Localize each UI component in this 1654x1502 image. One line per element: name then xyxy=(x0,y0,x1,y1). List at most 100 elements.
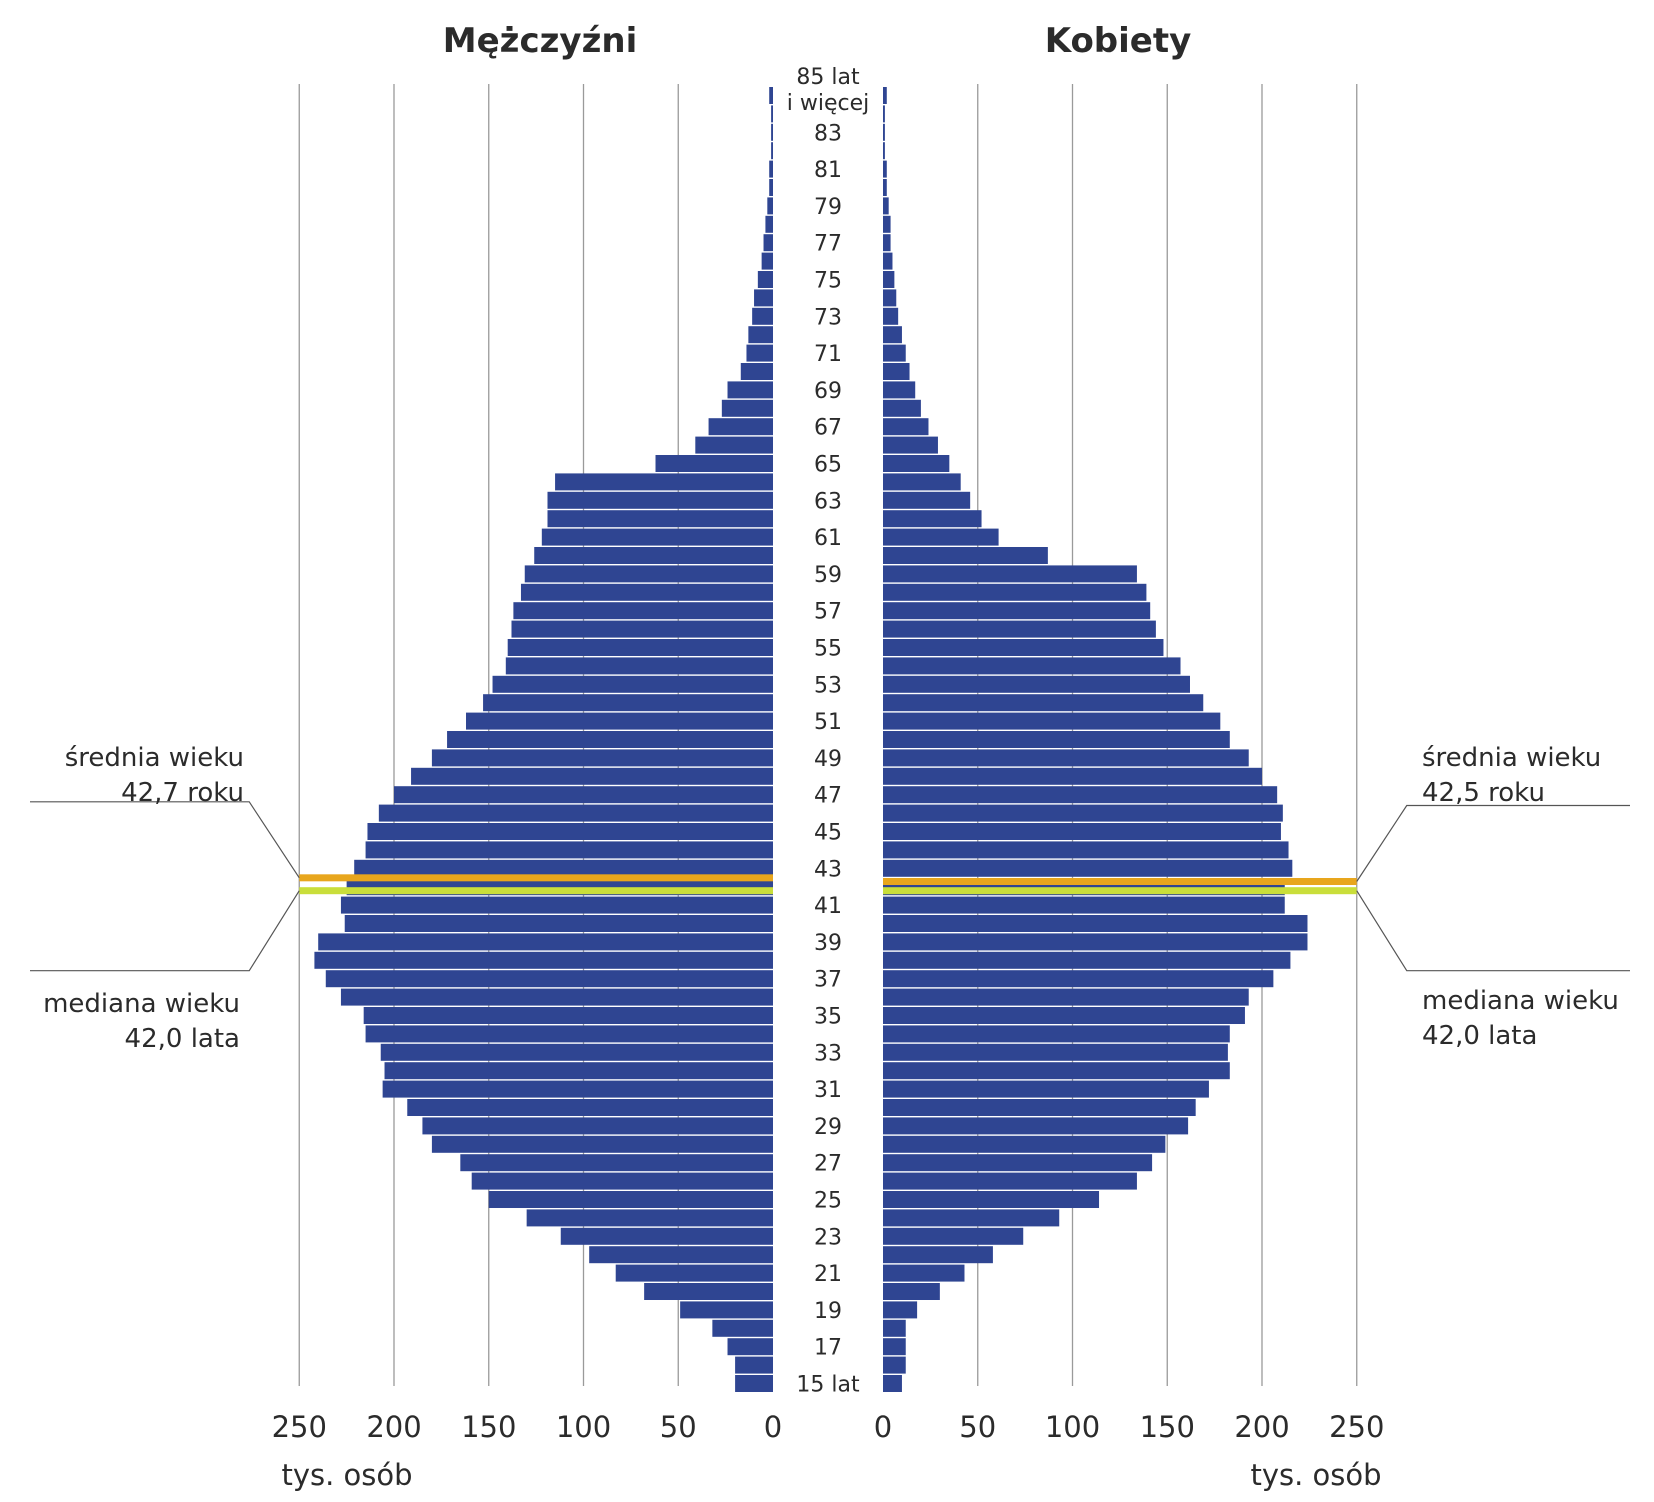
age-label: 29 xyxy=(814,1115,842,1140)
age-label: 17 xyxy=(814,1336,842,1361)
age-label: 47 xyxy=(814,784,842,809)
unit-label-left: tys. osób xyxy=(281,1458,412,1492)
bar-men-age-17 xyxy=(727,1338,773,1356)
bar-women-age-77 xyxy=(883,234,891,252)
bar-men-age-39 xyxy=(318,933,773,951)
bar-men-age-53 xyxy=(492,675,773,693)
bar-women-age-31 xyxy=(883,1080,1209,1098)
age-label: 37 xyxy=(814,968,842,993)
median-label-right-line1: mediana wieku xyxy=(1422,986,1619,1016)
bar-men-age-81 xyxy=(769,160,773,178)
mean-median-markers xyxy=(30,801,1630,972)
bar-men-age-23 xyxy=(560,1227,773,1245)
bar-men-age-49 xyxy=(431,749,773,767)
mean-label-right-line1: średnia wieku xyxy=(1422,743,1601,773)
bar-men-age-71 xyxy=(746,344,773,362)
age-label: 67 xyxy=(814,416,842,441)
bar-women-age-61 xyxy=(883,528,999,546)
age-label: 71 xyxy=(814,342,842,367)
bar-women-age-64 xyxy=(883,473,961,491)
bar-women-age-56 xyxy=(883,620,1156,638)
bar-men-age-61 xyxy=(541,528,773,546)
age-label: 35 xyxy=(814,1005,842,1030)
median-label-right-line2: 42,0 lata xyxy=(1422,1021,1537,1051)
median-line-left xyxy=(299,887,773,895)
bar-women-age-62 xyxy=(883,510,982,528)
bar-men-age-45 xyxy=(367,823,773,840)
bar-women-age-65 xyxy=(883,455,950,472)
bar-men-age-85 xyxy=(769,87,773,104)
age-label: 69 xyxy=(814,379,842,404)
age-label: 31 xyxy=(814,1078,842,1103)
median-leader-right xyxy=(1356,890,1630,972)
bar-women-age-28 xyxy=(883,1135,1166,1153)
age-label: 63 xyxy=(814,489,842,514)
bar-men-age-62 xyxy=(547,510,773,528)
bar-women-age-76 xyxy=(883,252,893,270)
bar-men-age-60 xyxy=(534,547,773,564)
age-label: 25 xyxy=(814,1189,842,1214)
bar-women-age-32 xyxy=(883,1062,1230,1080)
x-axis-ticks: 250 200 150 100 50 0 0 50 100 150 200 250 xyxy=(272,1410,1385,1444)
bar-men-age-33 xyxy=(380,1043,773,1061)
bar-men-age-35 xyxy=(363,1007,773,1024)
bar-women-age-30 xyxy=(883,1099,1196,1116)
bar-women-age-26 xyxy=(883,1172,1137,1190)
bar-women-age-60 xyxy=(883,547,1048,564)
bar-women-age-78 xyxy=(883,215,891,233)
bar-women-age-23 xyxy=(883,1227,1024,1245)
median-label-left-line2: 42,0 lata xyxy=(125,1024,240,1054)
female-bars xyxy=(883,87,1308,1392)
bar-men-age-51 xyxy=(466,712,773,730)
age-label: 81 xyxy=(814,158,842,183)
bar-women-age-52 xyxy=(883,694,1204,712)
bar-women-age-40 xyxy=(883,915,1308,932)
mean-label-left-line1: średnia wieku xyxy=(65,743,244,773)
median-leader-left xyxy=(30,890,300,972)
age-label: 23 xyxy=(814,1225,842,1250)
bar-women-age-41 xyxy=(883,896,1285,914)
bar-men-age-56 xyxy=(511,620,773,638)
bar-men-age-29 xyxy=(422,1117,773,1135)
bar-women-age-44 xyxy=(883,841,1289,859)
bar-women-age-59 xyxy=(883,565,1137,583)
tick-label-left: 250 xyxy=(272,1410,327,1444)
age-label: 61 xyxy=(814,526,842,551)
age-label: 77 xyxy=(814,232,842,257)
bar-women-age-81 xyxy=(883,160,887,178)
age-label: 41 xyxy=(814,894,842,919)
tick-label-right: 250 xyxy=(1329,1410,1384,1444)
title-men: Mężczyźni xyxy=(443,21,637,61)
age-label: 33 xyxy=(814,1041,842,1066)
bar-men-age-20 xyxy=(644,1283,773,1300)
age-label: 51 xyxy=(814,710,842,735)
bar-women-age-25 xyxy=(883,1191,1100,1208)
median-line-right xyxy=(883,887,1357,895)
bar-women-age-50 xyxy=(883,731,1230,748)
age-label: 49 xyxy=(814,747,842,772)
bar-men-age-43 xyxy=(354,859,773,877)
bar-men-age-52 xyxy=(483,694,773,712)
bar-men-age-66 xyxy=(695,436,773,454)
bar-women-age-55 xyxy=(883,639,1164,656)
bar-men-age-67 xyxy=(708,418,773,436)
age-label: 83 xyxy=(814,121,842,146)
age-label: 15 lat xyxy=(796,1373,860,1398)
bar-men-age-46 xyxy=(378,804,773,822)
bar-women-age-58 xyxy=(883,583,1147,601)
bar-men-age-73 xyxy=(752,307,773,325)
bar-men-age-27 xyxy=(460,1154,773,1172)
bar-men-age-57 xyxy=(513,602,773,620)
age-label: 59 xyxy=(814,563,842,588)
bar-women-age-45 xyxy=(883,823,1281,840)
median-label-left-line1: mediana wieku xyxy=(43,989,240,1019)
bar-men-age-31 xyxy=(382,1080,773,1098)
bar-men-age-34 xyxy=(365,1025,773,1043)
age-label: 19 xyxy=(814,1299,842,1324)
bar-men-age-16 xyxy=(735,1356,773,1374)
tick-label-left: 200 xyxy=(366,1410,421,1444)
bar-men-age-77 xyxy=(763,234,773,252)
bar-men-age-15 xyxy=(735,1375,773,1392)
bar-women-age-46 xyxy=(883,804,1283,822)
bar-women-age-71 xyxy=(883,344,906,362)
